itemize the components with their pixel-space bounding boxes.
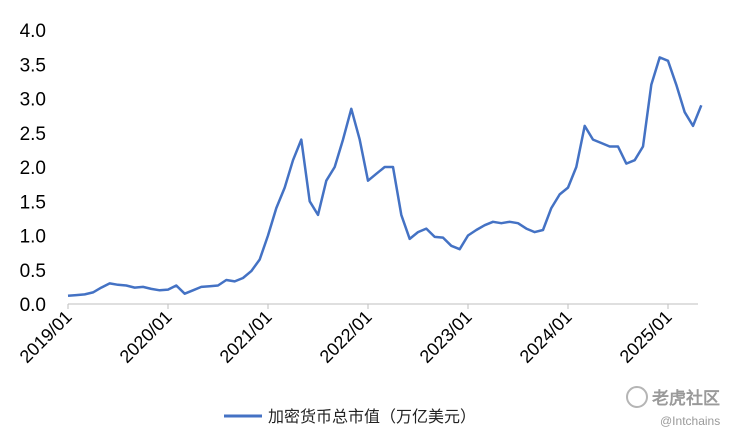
legend-label: 加密货币总市值（万亿美元） — [268, 407, 476, 426]
watermark-main: 老虎社区 — [652, 389, 720, 409]
y-tick-label: 1.5 — [20, 192, 46, 213]
y-tick-label: 1.0 — [20, 227, 46, 248]
x-tick-label: 2021/01 — [216, 307, 276, 367]
y-tick-label: 0.5 — [20, 261, 46, 282]
x-tick-label: 2025/01 — [616, 307, 676, 367]
y-tick-label: 3.0 — [20, 90, 46, 111]
legend: 加密货币总市值（万亿美元） — [224, 407, 476, 426]
y-tick-label: 2.0 — [20, 158, 46, 179]
x-axis: 2019/01 2020/01 2021/01 2022/01 2023/01 2024/… — [16, 303, 698, 367]
plot-area — [67, 56, 703, 298]
series-line — [67, 56, 703, 298]
y-tick-label: 0.0 — [20, 295, 46, 316]
x-tick-label: 2024/01 — [516, 307, 576, 367]
y-axis: 0.0 0.5 1.0 1.5 2.0 2.5 3.0 3.5 4.0 — [20, 21, 46, 316]
watermark-sub: @Intchains — [660, 414, 721, 428]
watermark-logo-icon — [626, 386, 648, 408]
y-tick-label: 3.5 — [20, 55, 46, 76]
y-tick-label: 4.0 — [20, 21, 46, 42]
x-tick-label: 2023/01 — [416, 307, 476, 367]
y-tick-label: 2.5 — [20, 124, 46, 145]
x-tick-label: 2022/01 — [316, 307, 376, 367]
x-tick-label: 2020/01 — [116, 307, 176, 367]
